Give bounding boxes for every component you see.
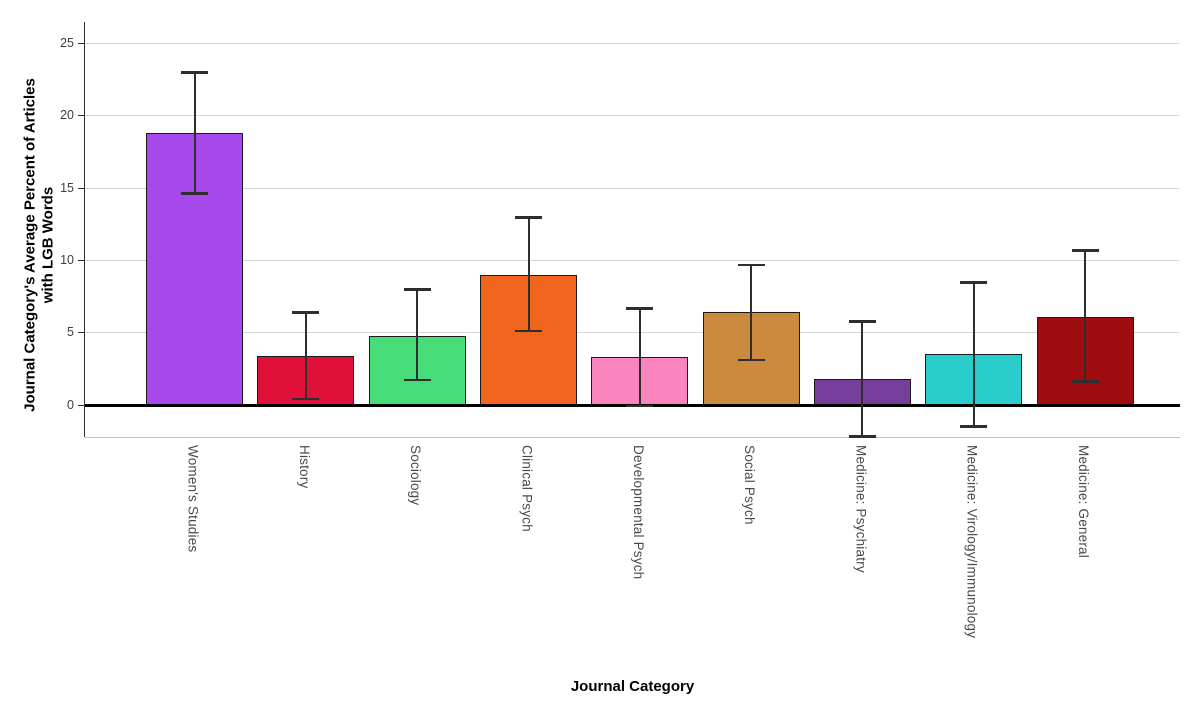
y-tick-label-25: 25	[60, 36, 74, 50]
x-tick-label-clinical-psych: Clinical Psych	[519, 445, 535, 532]
y-tick-mark-5	[78, 332, 84, 334]
plot-bottom-frame	[85, 437, 1180, 438]
error-bar-cap-bottom-developmental-psych	[626, 404, 654, 408]
y-tick-label-5: 5	[67, 325, 74, 340]
error-bar-cap-top-medicine-virology-immunology	[960, 281, 988, 284]
error-bar-stem-sociology	[416, 289, 419, 381]
error-bar-cap-top-clinical-psych	[515, 216, 542, 219]
gridline-10	[85, 259, 1180, 261]
error-bar-stem-medicine-virology-immunology	[972, 282, 975, 427]
error-bar-cap-top-medicine-psychiatry	[848, 320, 876, 323]
error-bar-stem-social-psych	[750, 264, 753, 361]
error-bar-cap-top-developmental-psych	[626, 307, 654, 310]
error-bar-cap-top-women-s-studies	[181, 71, 209, 74]
error-bar-stem-history	[304, 312, 307, 400]
x-tick-label-medicine-virology-immunology: Medicine: Virology/Immunology	[964, 445, 980, 639]
error-bar-cap-bottom-clinical-psych	[515, 329, 542, 333]
y-tick-mark-20	[78, 115, 84, 117]
error-bar-cap-bottom-medicine-virology-immunology	[960, 425, 988, 428]
x-axis-title: Journal Category	[570, 678, 695, 695]
y-tick-label-0: 0	[67, 397, 74, 412]
x-tick-label-women-s-studies: Women's Studies	[185, 445, 201, 553]
y-tick-mark-10	[78, 259, 84, 262]
error-bar-cap-bottom-history	[292, 397, 320, 401]
bar-clinical-psych	[480, 274, 577, 407]
y-tick-mark-0	[78, 404, 84, 406]
error-bar-stem-medicine-psychiatry	[861, 321, 864, 437]
gridline-20	[85, 115, 1180, 117]
error-bar-stem-clinical-psych	[527, 217, 530, 332]
error-bar-stem-medicine-general	[1084, 250, 1086, 382]
y-tick-label-20: 20	[60, 108, 74, 123]
x-tick-label-sociology: Sociology	[408, 445, 424, 506]
x-tick-label-social-psych: Social Psych	[742, 445, 758, 525]
gridline-5	[85, 332, 1180, 334]
gridline-15	[85, 187, 1180, 189]
x-tick-label-developmental-psych: Developmental Psych	[630, 445, 646, 580]
x-tick-label-history: History	[296, 445, 312, 489]
error-bar-stem-developmental-psych	[638, 308, 641, 407]
error-bar-stem-women-s-studies	[193, 72, 196, 194]
y-tick-label-15: 15	[60, 180, 74, 195]
y-tick-mark-25	[78, 43, 84, 45]
error-bar-cap-top-history	[292, 311, 320, 314]
x-tick-label-medicine-psychiatry: Medicine: Psychiatry	[853, 445, 869, 573]
error-bar-cap-bottom-sociology	[403, 378, 431, 382]
error-bar-cap-bottom-women-s-studies	[181, 192, 209, 195]
gridline-25	[85, 43, 1180, 44]
y-tick-mark-15	[78, 187, 84, 189]
y-axis-line	[83, 22, 85, 437]
error-bar-cap-bottom-social-psych	[737, 358, 765, 362]
x-tick-label-medicine-general: Medicine: General	[1076, 445, 1091, 558]
error-bar-cap-bottom-medicine-general	[1071, 380, 1099, 383]
y-tick-label-10: 10	[60, 252, 74, 267]
error-bar-cap-top-social-psych	[737, 263, 765, 267]
error-bar-cap-top-sociology	[403, 288, 431, 291]
error-bar-cap-bottom-medicine-psychiatry	[848, 435, 876, 438]
error-bar-cap-top-medicine-general	[1071, 249, 1099, 252]
